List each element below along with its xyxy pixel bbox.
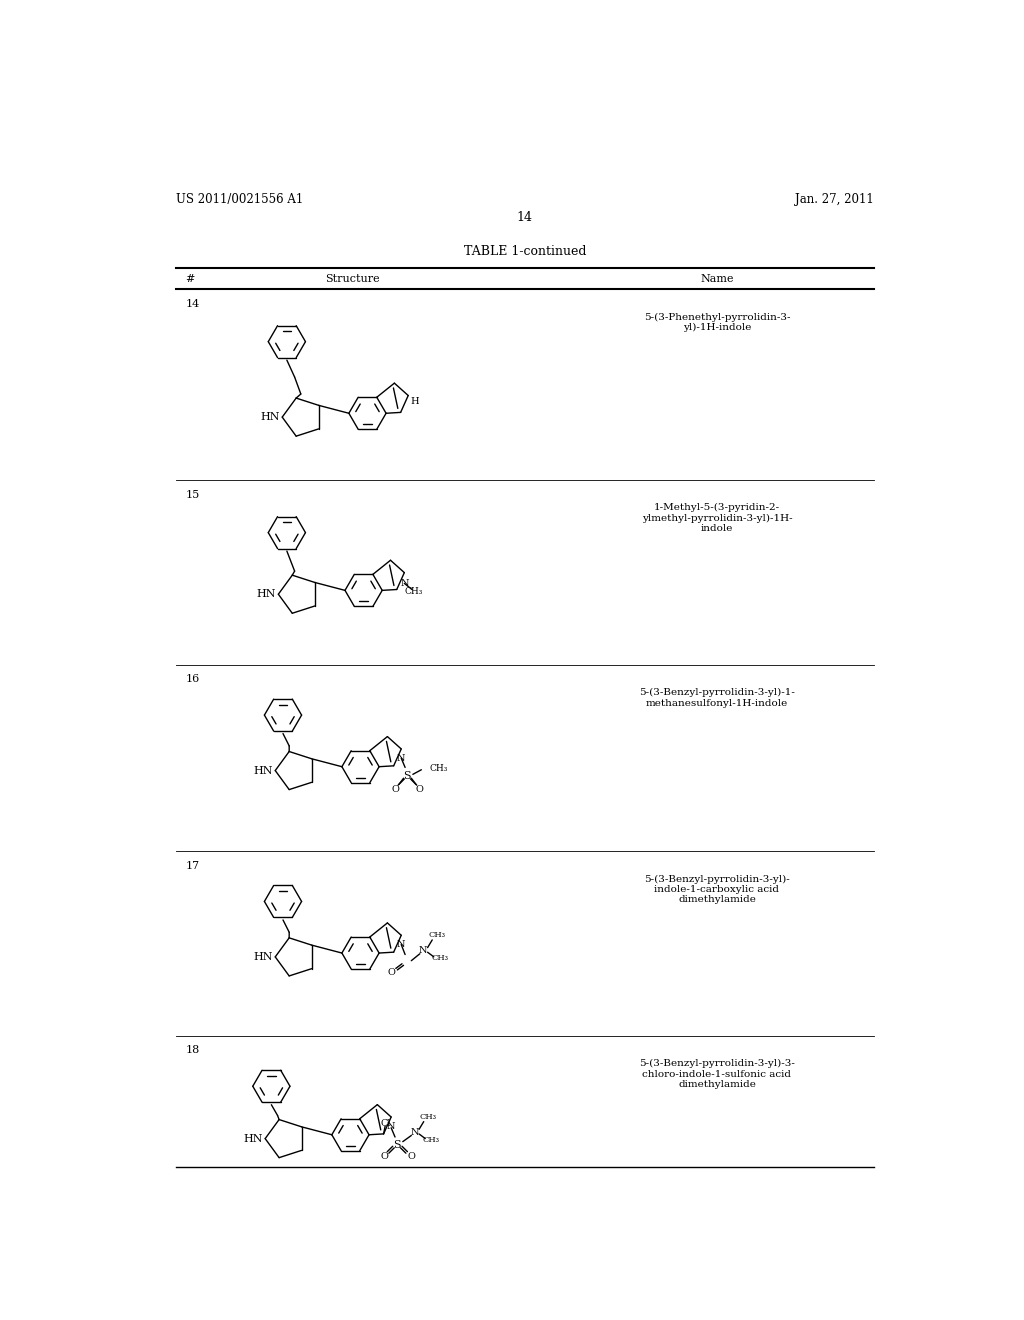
Text: N: N — [411, 1127, 419, 1137]
Text: HN: HN — [260, 412, 280, 422]
Text: 14: 14 — [517, 211, 532, 224]
Text: HN: HN — [253, 766, 272, 776]
Text: CH₃: CH₃ — [431, 954, 449, 962]
Text: HN: HN — [243, 1134, 262, 1143]
Text: O: O — [416, 785, 424, 795]
Text: O: O — [380, 1152, 388, 1160]
Text: O: O — [408, 1152, 416, 1160]
Text: N: N — [387, 1122, 395, 1131]
Text: TABLE 1-continued: TABLE 1-continued — [464, 244, 586, 257]
Text: CH₃: CH₃ — [428, 932, 445, 940]
Text: Cl: Cl — [381, 1118, 391, 1127]
Text: Jan. 27, 2011: Jan. 27, 2011 — [795, 193, 873, 206]
Text: #: # — [185, 273, 195, 284]
Text: CH₃: CH₃ — [404, 586, 423, 595]
Text: S: S — [393, 1139, 401, 1150]
Text: O: O — [391, 785, 399, 795]
Text: 18: 18 — [185, 1045, 200, 1056]
Text: HN: HN — [256, 589, 275, 599]
Text: N: N — [397, 940, 406, 949]
Text: 5-(3-Phenethyl-pyrrolidin-3-
yl)-1H-indole: 5-(3-Phenethyl-pyrrolidin-3- yl)-1H-indo… — [644, 313, 791, 333]
Text: 5-(3-Benzyl-pyrrolidin-3-yl)-3-
chloro-indole-1-sulfonic acid
dimethylamide: 5-(3-Benzyl-pyrrolidin-3-yl)-3- chloro-i… — [639, 1059, 795, 1089]
Text: CH₃: CH₃ — [423, 1137, 440, 1144]
Text: N: N — [400, 579, 409, 587]
Text: CH₃: CH₃ — [429, 764, 447, 772]
Text: O: O — [388, 968, 396, 977]
Text: 14: 14 — [185, 298, 200, 309]
Text: Structure: Structure — [326, 273, 380, 284]
Text: S: S — [403, 771, 412, 781]
Text: US 2011/0021556 A1: US 2011/0021556 A1 — [176, 193, 303, 206]
Text: 5-(3-Benzyl-pyrrolidin-3-yl)-1-
methanesulfonyl-1H-indole: 5-(3-Benzyl-pyrrolidin-3-yl)-1- methanes… — [639, 688, 795, 708]
Text: N: N — [397, 754, 406, 763]
Text: H: H — [410, 397, 419, 407]
Text: Name: Name — [700, 273, 734, 284]
Text: 1-Methyl-5-(3-pyridin-2-
ylmethyl-pyrrolidin-3-yl)-1H-
indole: 1-Methyl-5-(3-pyridin-2- ylmethyl-pyrrol… — [642, 503, 793, 533]
Text: 15: 15 — [185, 490, 200, 499]
Text: 17: 17 — [185, 861, 200, 871]
Text: CH₃: CH₃ — [420, 1113, 437, 1121]
Text: 5-(3-Benzyl-pyrrolidin-3-yl)-
indole-1-carboxylic acid
dimethylamide: 5-(3-Benzyl-pyrrolidin-3-yl)- indole-1-c… — [644, 875, 790, 904]
Text: HN: HN — [253, 952, 272, 962]
Text: N: N — [419, 946, 427, 956]
Text: 16: 16 — [185, 675, 200, 684]
